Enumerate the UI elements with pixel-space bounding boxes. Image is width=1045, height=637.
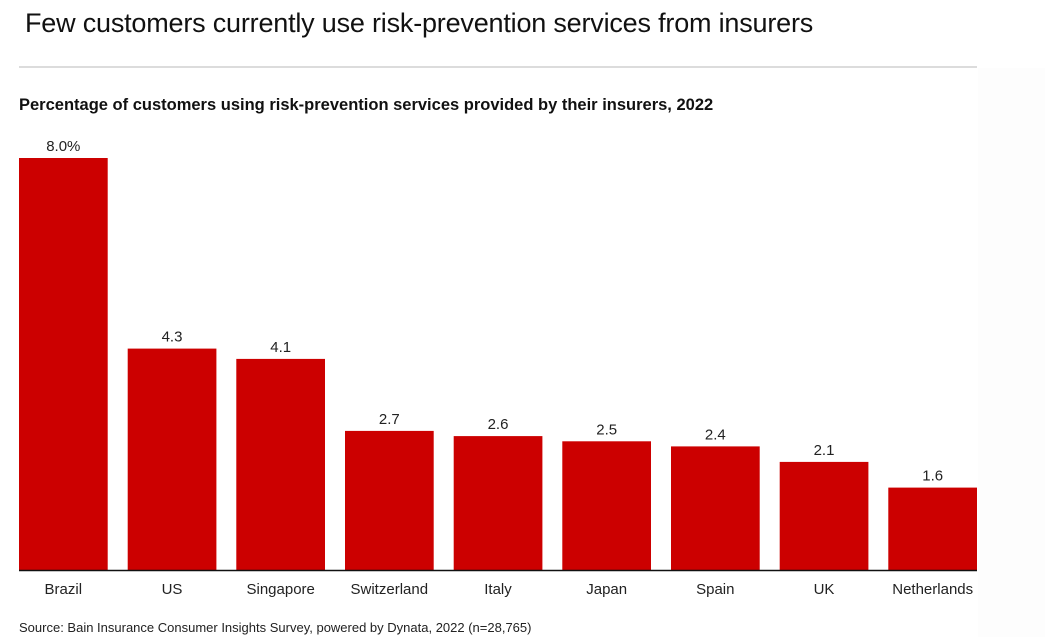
data-label: 8.0% bbox=[46, 138, 80, 155]
bar-switzerland bbox=[345, 430, 434, 570]
bar-brazil bbox=[19, 158, 108, 570]
page-title: Few customers currently use risk-prevent… bbox=[25, 8, 814, 38]
data-label: 2.6 bbox=[488, 416, 509, 433]
bars-group bbox=[19, 158, 977, 571]
chart-title: Percentage of customers using risk-preve… bbox=[19, 96, 714, 114]
bar-netherlands bbox=[888, 487, 977, 570]
category-label: US bbox=[162, 581, 183, 598]
data-label: 4.1 bbox=[270, 339, 291, 356]
data-label: 2.4 bbox=[705, 426, 726, 443]
category-labels-group: Brazil US Singapore Switzerland Italy Japan Sp… bbox=[45, 581, 974, 598]
category-label: Singapore bbox=[247, 581, 315, 598]
title-divider bbox=[19, 66, 977, 68]
data-label: 2.7 bbox=[379, 411, 400, 428]
category-label: UK bbox=[814, 581, 835, 598]
data-label: 2.5 bbox=[596, 421, 617, 438]
value-labels-group: 8.0% 4.3 4.1 2.7 2.6 2.5 2.4 2.1 1.6 bbox=[46, 138, 943, 485]
bar-singapore bbox=[236, 358, 325, 570]
category-label: Italy bbox=[484, 581, 512, 598]
bar-us bbox=[127, 348, 217, 570]
bar-uk bbox=[779, 461, 869, 571]
category-label: Netherlands bbox=[892, 581, 973, 598]
data-label: 1.6 bbox=[922, 468, 943, 485]
category-label: Japan bbox=[586, 581, 627, 598]
bar-italy bbox=[453, 436, 543, 570]
data-label: 4.3 bbox=[162, 329, 183, 346]
background-panel bbox=[978, 68, 1045, 637]
bar-japan bbox=[562, 441, 651, 571]
bar-spain bbox=[671, 446, 760, 570]
category-label: Brazil bbox=[45, 581, 83, 598]
data-label: 2.1 bbox=[814, 442, 835, 459]
category-label: Switzerland bbox=[351, 581, 429, 598]
source-note: Source: Bain Insurance Consumer Insights… bbox=[19, 620, 532, 635]
category-label: Spain bbox=[696, 581, 734, 598]
